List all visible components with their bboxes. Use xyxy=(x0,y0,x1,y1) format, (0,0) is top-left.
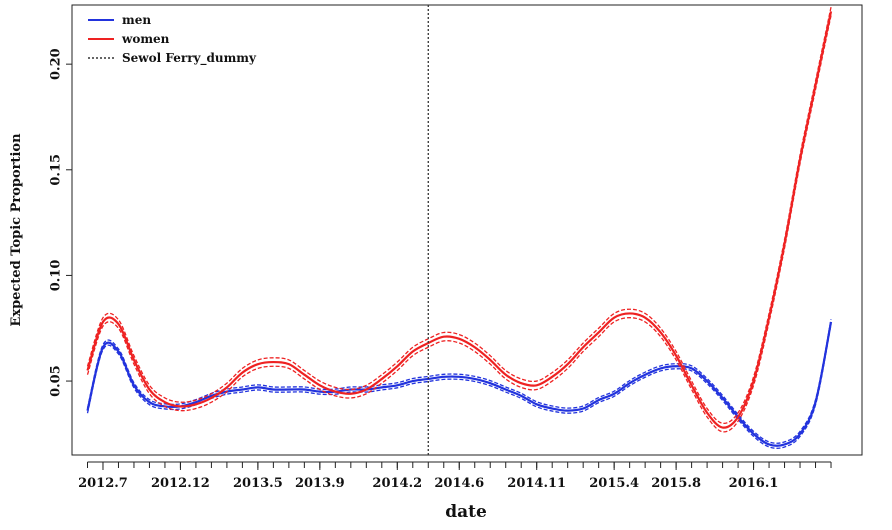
axes: 0.05 0.10 0.15 0.20 2012.7 2012.12 2013.5 2013.… xyxy=(49,48,832,491)
series-men-lower-band xyxy=(86,324,832,449)
x-tick-label: 2012.12 xyxy=(151,476,210,491)
series-women-lower-band xyxy=(86,15,832,433)
y-tick-label: 0.15 xyxy=(49,154,64,186)
x-tick-label: 2014.6 xyxy=(434,476,484,491)
series-group xyxy=(86,6,833,449)
legend-label: men xyxy=(122,13,151,27)
plot-frame xyxy=(71,4,863,456)
x-tick-label: 2014.2 xyxy=(372,476,422,491)
y-axis-title: Expected Topic Proportion xyxy=(9,133,24,327)
x-tick-label: 2016.1 xyxy=(729,476,779,491)
x-tick-label: 2012.7 xyxy=(78,476,128,491)
y-tick-label: 0.05 xyxy=(49,365,64,397)
legend-label: women xyxy=(121,32,170,46)
x-tick-label: 2013.5 xyxy=(233,476,283,491)
legend-label: Sewol Ferry_dummy xyxy=(122,51,257,66)
series-women-line xyxy=(86,11,833,429)
y-tick-label: 0.10 xyxy=(49,260,64,292)
x-tick-label: 2014.11 xyxy=(507,476,566,491)
x-tick-label: 2015.8 xyxy=(651,476,701,491)
x-tick-label: 2013.9 xyxy=(295,476,345,491)
x-tick-label: 2015.4 xyxy=(589,476,639,491)
y-tick-label: 0.20 xyxy=(49,48,64,80)
series-women-upper-band xyxy=(86,6,832,425)
series-men-line xyxy=(86,321,833,447)
legend: men women Sewol Ferry_dummy xyxy=(88,13,257,66)
x-axis-title: date xyxy=(445,502,487,522)
